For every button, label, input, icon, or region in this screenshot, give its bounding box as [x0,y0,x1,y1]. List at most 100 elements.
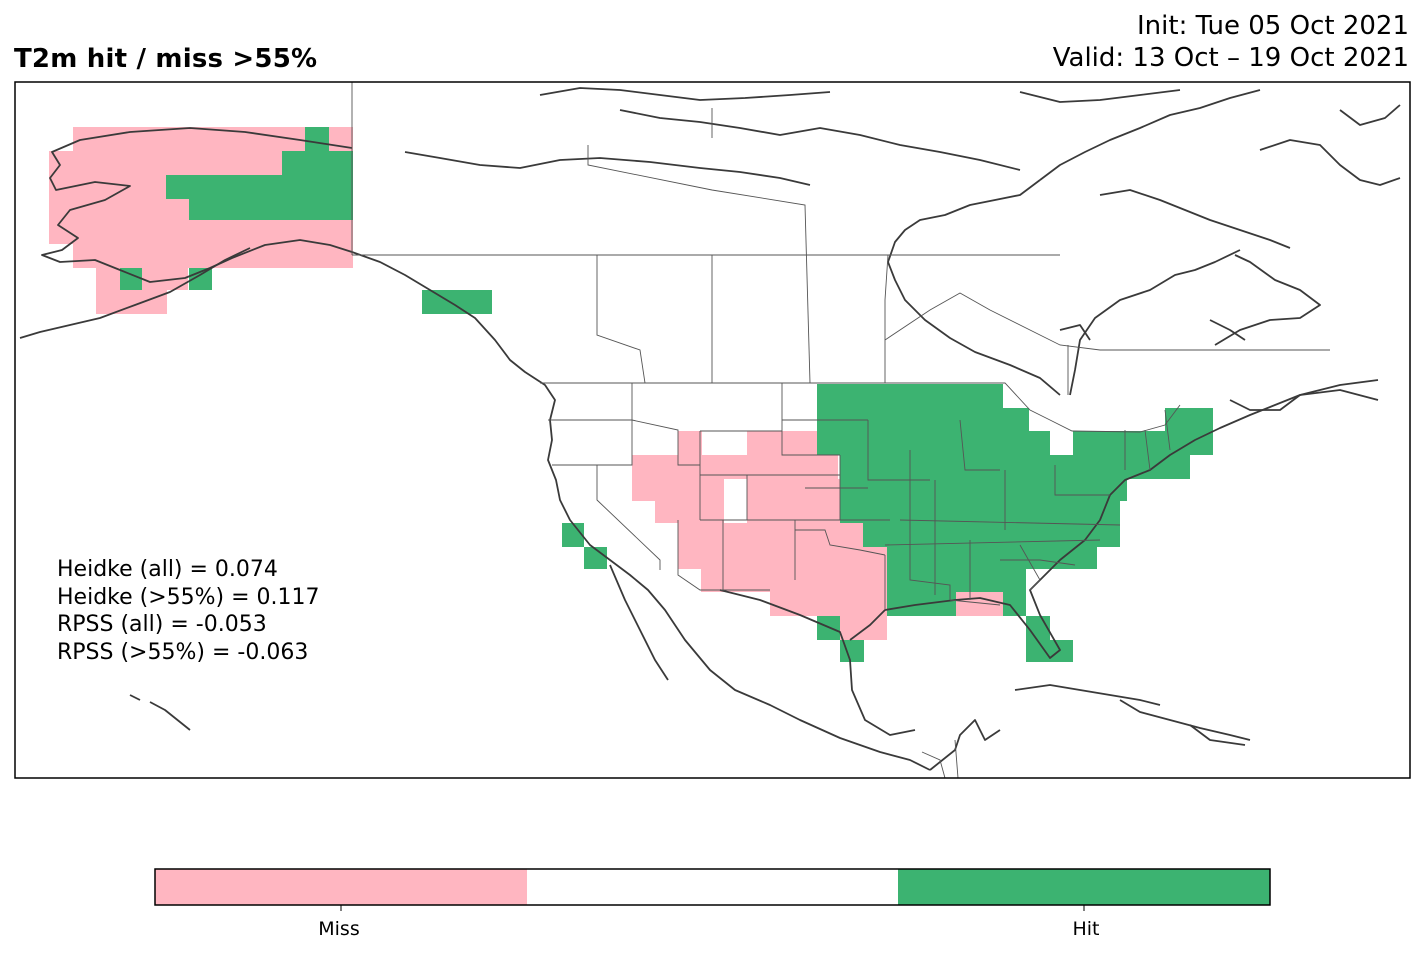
hit-region [562,523,584,547]
border [781,431,840,456]
miss-region [678,431,702,455]
skill-scores: Heidke (all) = 0.074 Heidke (>55%) = 0.1… [57,556,320,666]
colorbar-label-miss: Miss [318,918,360,940]
coastline [1259,139,1401,186]
coastline [1059,324,1091,341]
hit-region [1026,640,1073,662]
hit-region [840,640,864,662]
border [540,382,1181,433]
coastline [149,701,191,731]
border [884,539,1101,546]
coastline [1014,684,1161,706]
coastline [351,251,931,771]
border [949,599,1001,606]
colorbar-label-hit: Hit [1072,918,1100,940]
hit-region [840,455,1190,479]
hit-region [1003,592,1026,616]
border [1000,559,1076,566]
heidke-all: Heidke (all) = 0.074 [57,557,278,582]
valid-period: Valid: 13 Oct – 19 Oct 2021 [1052,43,1409,73]
miss-region [678,547,887,569]
miss-region [96,268,120,290]
coastline [129,694,141,701]
coastline [609,564,669,681]
miss-region [770,592,887,616]
border [1144,429,1151,471]
colorbar-neutral [527,869,898,905]
border [548,383,633,421]
admin-borders [351,82,1330,778]
miss-region [678,523,863,547]
miss-region [73,244,353,268]
border [596,255,646,384]
miss-region [96,290,167,314]
coastline [1119,699,1251,741]
hit-region [1073,431,1213,455]
colorbar-miss [155,869,527,905]
rpss-all: RPSS (all) = -0.053 [57,612,267,637]
colorbar [154,868,1271,911]
coastline [1229,389,1379,411]
coastline [1209,319,1246,341]
alaska-cells [49,127,492,314]
border [1019,544,1041,591]
border [959,419,1000,471]
hit-region [840,479,1127,501]
border [884,292,1330,351]
hit-region [305,127,329,151]
conus-miss-cells [632,431,1003,640]
border [884,254,889,383]
hit-region [1026,616,1050,640]
coastlines [19,87,1401,771]
border [795,529,886,556]
heidke-above-55: Heidke (>55%) = 0.117 [57,584,320,610]
hit-region [120,268,142,290]
border [1054,465,1110,496]
miss-region [632,479,724,501]
miss-region [747,479,840,501]
coastline [929,719,1001,771]
border [954,739,959,778]
miss-region [747,501,840,523]
border [552,420,633,466]
colorbar-hit [898,869,1270,905]
hit-region [887,547,1097,569]
coastline [19,247,251,339]
coastline [404,151,811,186]
hit-region [863,523,1120,547]
coastline [619,109,1021,171]
hit-region [1165,408,1213,431]
border [631,419,700,466]
border [921,751,946,778]
miss-region [142,268,188,290]
hit-region [817,384,1003,408]
border [700,383,783,432]
coastline [719,589,916,736]
border [1164,409,1171,451]
colorbar-frame [154,868,1271,906]
hit-region [817,408,1029,431]
hit-region [422,290,492,314]
border [587,145,811,384]
coastline [1189,724,1246,746]
coastline [1039,89,1261,181]
hit-region [166,175,353,199]
border [596,465,661,570]
coastline [849,379,1379,659]
rpss-above-55: RPSS (>55%) = -0.063 [57,639,309,665]
border [909,450,951,600]
hit-region [189,199,353,220]
coastline [1214,254,1321,346]
coastline [1019,89,1181,103]
hit-region [282,151,353,175]
miss-region [956,592,1003,616]
map-frame [14,81,1411,779]
init-date: Init: Tue 05 Oct 2021 [1137,11,1409,41]
coastline [539,87,831,101]
map-title: T2m hit / miss >55% [14,44,318,74]
hit-region [817,431,1050,455]
hit-region [887,569,1026,592]
border [677,520,770,591]
miss-region [655,501,724,523]
